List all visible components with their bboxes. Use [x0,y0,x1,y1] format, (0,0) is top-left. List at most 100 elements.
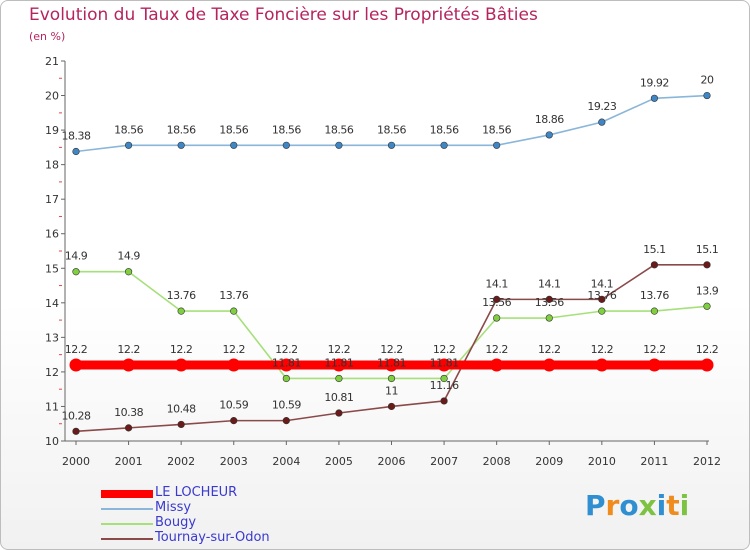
legend-swatch [101,523,153,525]
logo-letter: i [679,489,690,522]
data-label: 15.1 [643,243,666,256]
data-label: 20 [701,74,714,87]
data-label: 18.56 [114,123,143,136]
data-label: 11.81 [324,356,353,369]
y-tick-label: 17 [45,193,59,206]
data-point [124,424,133,432]
data-label: 14.1 [485,277,508,290]
logo-letter: o [619,489,639,522]
y-tick-label: 14 [45,297,59,310]
data-point [124,268,133,276]
data-label: 13.76 [219,289,248,302]
data-point [282,141,290,149]
data-point [595,358,609,372]
data-point [650,94,659,102]
data-label: 11 [385,384,398,397]
data-label: 18.56 [377,123,406,136]
data-point [703,261,711,269]
data-label: 18.56 [272,123,301,136]
data-point [177,141,185,149]
data-label: 18.86 [535,113,564,126]
data-label: 15.1 [696,243,719,256]
data-label: 12.2 [380,343,403,356]
x-tick-label: 2008 [483,455,511,468]
data-point [282,417,290,425]
x-tick-label: 2010 [588,455,616,468]
chart-title: Evolution du Taux de Taxe Foncière sur l… [29,5,538,25]
data-point [703,302,711,310]
data-point [122,358,136,372]
data-point [72,427,80,435]
data-label: 13.76 [167,289,196,302]
x-tick-label: 2002 [167,455,195,468]
y-tick-label: 21 [45,55,59,68]
legend-label: Bougy [155,515,197,530]
data-label: 11.81 [377,356,406,369]
x-tick-label: 2005 [325,455,353,468]
data-point [282,374,290,383]
x-tick-label: 2006 [378,455,406,468]
data-point [490,358,504,372]
logo-letter: P [585,489,606,522]
y-tick-label: 12 [45,366,59,379]
data-point [279,358,293,372]
data-point [545,314,553,322]
y-tick-label: 15 [45,262,59,275]
data-point [700,358,714,372]
data-label: 10.81 [324,391,353,404]
data-point [493,141,501,149]
data-label: 11.81 [272,356,301,369]
x-tick-label: 2007 [430,455,458,468]
data-label: 12.2 [65,343,88,356]
legend-label: Missy [155,500,192,515]
data-point [542,358,556,372]
data-label: 11.81 [430,356,459,369]
data-label: 13.56 [482,296,511,309]
y-tick-label: 13 [45,331,59,344]
data-label: 10.48 [167,402,196,415]
data-label: 10.59 [272,399,301,412]
data-point [385,358,398,372]
data-label: 14.1 [538,277,561,290]
data-point [227,358,241,372]
data-point [598,118,606,126]
data-label: 12.2 [591,343,614,356]
data-point [493,295,501,303]
data-point [437,358,451,372]
data-label: 12.2 [696,343,719,356]
data-point [440,397,448,405]
chart-subtitle: (en %) [29,30,66,43]
legend-swatch [101,490,153,498]
data-label: 18.56 [482,123,511,136]
data-label: 12.2 [538,343,561,356]
data-point [387,141,396,149]
data-point [177,420,185,429]
x-tick-label: 2004 [272,455,300,468]
data-point [230,307,238,315]
x-tick-label: 2001 [115,455,143,468]
data-point [387,374,396,383]
y-tick-label: 18 [45,159,59,172]
data-point [545,131,553,139]
data-point [72,268,80,276]
data-label: 10.28 [62,409,91,422]
data-point [650,307,659,315]
data-point [703,91,711,100]
data-point [174,358,188,372]
data-point [493,314,501,322]
y-tick-label: 19 [45,124,59,137]
x-tick-label: 2012 [693,455,721,468]
x-tick-label: 2009 [535,455,563,468]
y-tick-label: 20 [45,90,59,103]
data-label: 19.23 [587,100,616,113]
data-label: 18.56 [324,123,353,136]
legend-label: Tournay-sur-Odon [155,530,270,545]
data-label: 12.2 [223,343,246,356]
legend-label: LE LOCHEUR [155,485,238,500]
logo-letter: r [605,489,620,522]
data-label: 12.2 [485,343,508,356]
data-label: 18.56 [430,123,459,136]
x-tick-label: 2003 [220,455,248,468]
